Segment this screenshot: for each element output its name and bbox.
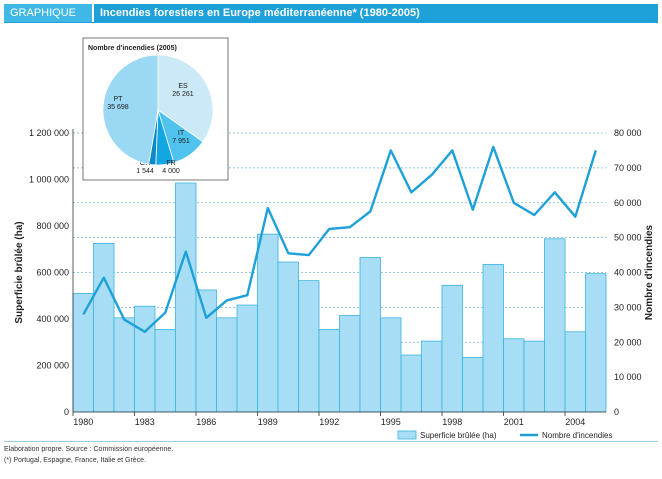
line-series [82,145,597,333]
chart-header: GRAPHIQUE F22 Incendies forestiers en Eu… [4,4,658,37]
y2-tick-label: 30 000 [614,302,642,312]
y2-tick-label: 10 000 [614,372,642,382]
y2-tick-label: 60 000 [614,198,642,208]
y2-tick-label: 20 000 [614,337,642,347]
y-tick-label: 600 000 [36,268,69,278]
bar [544,238,566,413]
footnote: (*) Portugal, Espagne, France, Italie et… [4,457,147,464]
pie-slice-value: 4 000 [162,168,180,175]
pie-slice-label: IT [178,130,185,137]
bar [134,305,156,413]
x-tick-label: 1995 [381,417,401,427]
x-tick-label: 2001 [504,417,524,427]
y-tick-label: 1 200 000 [29,128,69,138]
pie-slice [157,54,214,143]
pie-slice-value: 7 951 [172,138,190,145]
bar [93,243,115,413]
x-tick-label: 1983 [135,417,155,427]
pie-slice [102,54,159,165]
bar [339,315,361,413]
pie-title: Nombre d'incendies (2005) [88,45,177,52]
bar [585,273,607,413]
x-tick-label: 1986 [196,417,216,427]
x-tick-label: 1998 [442,417,462,427]
bar [175,182,197,413]
y2-tick-label: 80 000 [614,128,642,138]
x-tick-label: 1989 [258,417,278,427]
legend-label-line: Nombre d'incendies [542,431,612,440]
bar [359,256,381,413]
bar [216,317,238,413]
y-tick-label: 400 000 [36,314,69,324]
bar [441,284,463,413]
bar [421,340,443,413]
pie-slice-label: FR [166,160,175,167]
bar [400,354,422,413]
bar [523,340,545,413]
y2-axis-title: Nombre d'incendies [644,224,655,320]
line-series-path [82,145,597,333]
legend: Superficie brûlée (ha) Nombre d'incendies [397,430,612,440]
x-tick-label: 1980 [73,417,93,427]
bar [298,280,320,413]
pie-slice-value: 26 261 [172,91,194,98]
y-tick-label: 800 000 [36,221,69,231]
bar [154,329,176,413]
legend-label-bar: Superficie brûlée (ha) [420,431,497,440]
bar [482,263,504,413]
bar [113,317,135,413]
y2-tick-label: 70 000 [614,163,642,173]
bar [318,329,340,413]
y-axis-title: Superficie brûlée (ha) [14,221,25,323]
bar [380,317,402,413]
figure-label: GRAPHIQUE F22 [4,4,92,37]
y2-tick-label: 0 [614,407,619,417]
bar [236,304,258,413]
y2-tick-label: 50 000 [614,233,642,243]
axes: 0 10 000 20 000 30 000 40 000 50 000 60 000 70 … [14,128,655,427]
pie-slice-value: 1 544 [136,168,154,175]
pie-slice-label: ES [178,83,188,90]
y-tick-label: 1 000 000 [29,175,69,185]
bar [257,233,279,413]
bar [462,356,484,413]
bar [564,331,586,413]
bar [277,261,299,413]
y-tick-label: 200 000 [36,361,69,371]
chart-title: Incendies forestiers en Europe méditerra… [94,4,658,22]
y-tick-label: 0 [64,407,69,417]
header-rule [4,22,658,23]
bar [195,289,217,413]
bar [503,338,525,413]
legend-swatch-bar [397,430,417,440]
pie-slice-value: 35 698 [107,104,129,111]
y2-tick-label: 40 000 [614,268,642,278]
bar [72,293,94,413]
x-tick-label: 1992 [319,417,339,427]
x-tick-label: 2004 [565,417,585,427]
footer-rule [4,441,658,442]
pie-slice-label: PT [114,96,124,103]
source-note: Elaboration propre. Source : Commission … [4,446,174,453]
bar-series [72,182,607,413]
